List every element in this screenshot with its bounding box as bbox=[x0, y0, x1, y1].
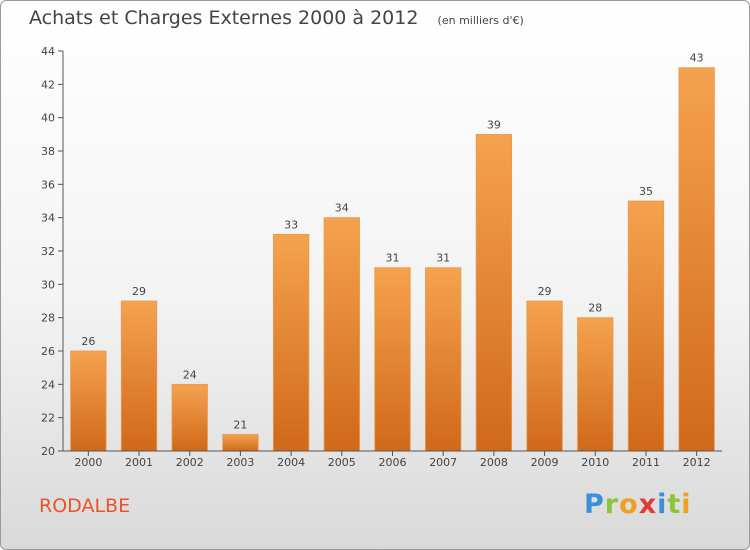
x-tick-label-2012: 2012 bbox=[683, 456, 711, 469]
proxiti-logo: Proxiti bbox=[584, 489, 692, 520]
y-tick-label: 28 bbox=[41, 312, 55, 325]
x-tick-label-2007: 2007 bbox=[429, 456, 457, 469]
x-tick-label-2011: 2011 bbox=[632, 456, 660, 469]
x-tick-label-2000: 2000 bbox=[74, 456, 102, 469]
data-label-2003: 21 bbox=[233, 418, 247, 431]
data-label-2010: 28 bbox=[588, 302, 602, 315]
y-tick-label: 44 bbox=[41, 45, 55, 58]
data-label-2011: 35 bbox=[639, 185, 653, 198]
bar-2002 bbox=[171, 383, 208, 452]
chart-unit: (en milliers d'€) bbox=[437, 14, 524, 27]
y-tick-label: 40 bbox=[41, 112, 55, 125]
y-tick-label: 22 bbox=[41, 412, 55, 425]
y-tick-label: 20 bbox=[41, 445, 55, 458]
chart-title-block: Achats et Charges Externes 2000 à 2012 (… bbox=[29, 7, 524, 29]
bar-2000 bbox=[70, 350, 107, 452]
bar-2012 bbox=[678, 67, 715, 452]
data-label-2009: 29 bbox=[538, 285, 552, 298]
x-tick-label-2009: 2009 bbox=[531, 456, 559, 469]
bar-2008 bbox=[475, 133, 513, 452]
y-tick-label: 36 bbox=[41, 178, 55, 191]
y-tick-label: 26 bbox=[41, 345, 55, 358]
y-tick-label: 24 bbox=[41, 378, 55, 391]
commune-name: RODALBE bbox=[39, 495, 131, 517]
y-tick-label: 42 bbox=[41, 78, 55, 91]
x-tick-label-2004: 2004 bbox=[277, 456, 305, 469]
x-axis: 2000 2001 2002 2003 2004 2005 2006 2007 2008 2009… bbox=[63, 450, 722, 469]
bar-2001 bbox=[120, 300, 158, 452]
bar-2004 bbox=[272, 233, 310, 452]
y-tick-label: 32 bbox=[41, 245, 55, 258]
bars: 26 29 24 21 33 34 31 31 39 29 28 35 43 bbox=[70, 52, 715, 452]
y-tick-label: 30 bbox=[41, 278, 55, 291]
data-label-2006: 31 bbox=[386, 252, 400, 265]
y-axis: 20 22 24 26 28 30 32 34 36 38 40 42 44 bbox=[41, 45, 64, 458]
data-label-2007: 31 bbox=[436, 252, 450, 265]
chart-title: Achats et Charges Externes 2000 à 2012 bbox=[29, 7, 419, 29]
x-tick-label-2010: 2010 bbox=[581, 456, 609, 469]
data-label-2008: 39 bbox=[487, 118, 501, 131]
data-label-2005: 34 bbox=[335, 202, 349, 215]
data-label-2000: 26 bbox=[81, 335, 95, 348]
x-tick-label-2005: 2005 bbox=[328, 456, 356, 469]
bar-2006 bbox=[374, 267, 411, 452]
bar-2007 bbox=[425, 267, 462, 452]
x-tick-label-2008: 2008 bbox=[480, 456, 508, 469]
data-label-2001: 29 bbox=[132, 285, 146, 298]
bar-2011 bbox=[627, 200, 665, 452]
y-tick-label: 38 bbox=[41, 145, 55, 158]
data-label-2002: 24 bbox=[183, 368, 197, 381]
bar-2010 bbox=[577, 317, 614, 452]
x-tick-label-2003: 2003 bbox=[226, 456, 254, 469]
x-tick-label-2006: 2006 bbox=[379, 456, 407, 469]
bar-2005 bbox=[323, 217, 360, 452]
bar-2009 bbox=[526, 300, 563, 452]
data-label-2012: 43 bbox=[690, 52, 704, 65]
data-label-2004: 33 bbox=[284, 218, 298, 231]
y-tick-label: 34 bbox=[41, 212, 55, 225]
x-tick-label-2001: 2001 bbox=[125, 456, 153, 469]
x-tick-label-2002: 2002 bbox=[176, 456, 204, 469]
bar-2003 bbox=[222, 433, 259, 452]
